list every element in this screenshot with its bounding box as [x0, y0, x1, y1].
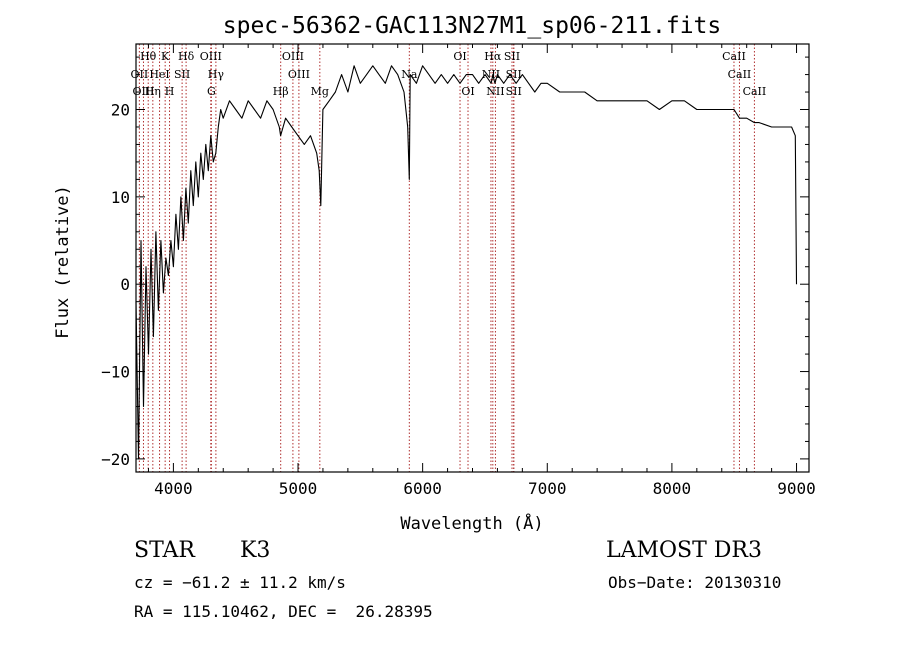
- line-label-14: OIII: [288, 68, 310, 81]
- line-label-13: OIII: [282, 50, 304, 63]
- spectrum-line: [135, 65, 798, 460]
- y-axis-label: Flux (relative): [53, 185, 73, 339]
- object-class: STAR: [134, 538, 195, 563]
- line-label-21: NII: [486, 85, 504, 98]
- line-label-9: OIII: [200, 50, 222, 63]
- line-label-2: OIII: [132, 85, 154, 98]
- x-tick-label-1: 5000: [279, 479, 318, 498]
- line-label-25: CaII: [722, 50, 746, 63]
- observation-date: Obs−Date: 20130310: [608, 573, 782, 592]
- line-label-16: Na: [401, 68, 418, 81]
- line-label-7: SII: [174, 68, 190, 81]
- line-label-0: Hθ: [140, 50, 157, 63]
- line-label-4: HeI: [149, 68, 169, 81]
- line-label-17: OI: [453, 50, 466, 63]
- y-tick-label-3: 10: [111, 188, 130, 207]
- x-tick-label-2: 6000: [403, 479, 442, 498]
- x-tick-label-3: 7000: [528, 479, 567, 498]
- line-label-10: Hγ: [208, 68, 225, 81]
- line-label-26: CaII: [728, 68, 752, 81]
- line-label-18: OI: [461, 85, 474, 98]
- line-label-12: Hβ: [273, 85, 289, 98]
- y-tick-label-1: −10: [101, 363, 130, 382]
- line-label-19: Hα: [484, 50, 502, 63]
- x-axis-label: Wavelength (Å): [400, 512, 543, 534]
- line-label-24: SII: [506, 85, 522, 98]
- line-label-8: Hδ: [178, 50, 195, 63]
- line-label-3: Hη: [145, 85, 161, 98]
- plot-frame: [135, 43, 810, 473]
- x-tick-label-5: 9000: [777, 479, 816, 498]
- line-label-23: SII: [506, 68, 522, 81]
- y-tick-label-4: 20: [111, 101, 130, 120]
- chart-title: spec-56362-GAC113N27M1_sp06-211.fits: [223, 13, 722, 39]
- line-label-27: CaII: [743, 85, 767, 98]
- coordinates: RA = 115.10462, DEC = 26.28395: [134, 602, 433, 621]
- y-tick-label-2: 0: [120, 275, 130, 294]
- line-label-15: Mg: [311, 85, 329, 98]
- x-tick-label-4: 8000: [653, 479, 692, 498]
- object-subclass: K3: [240, 538, 271, 563]
- y-axis-ticks: −20 −10 0 10 20: [101, 56, 809, 469]
- y-tick-label-0: −20: [101, 450, 130, 469]
- spectral-line-markers: [138, 44, 755, 472]
- survey-name: LAMOST DR3: [606, 538, 762, 563]
- x-tick-label-0: 4000: [154, 479, 193, 498]
- line-label-5: K: [161, 50, 170, 63]
- line-label-20: NII: [482, 68, 500, 81]
- line-label-11: G: [207, 85, 216, 98]
- line-label-22: SII: [504, 50, 520, 63]
- line-label-6: H: [165, 85, 175, 98]
- x-axis-ticks: 4000 5000 6000 7000 8000 9000: [147, 44, 816, 498]
- redshift-velocity: cz = −61.2 ± 11.2 km/s: [134, 573, 346, 592]
